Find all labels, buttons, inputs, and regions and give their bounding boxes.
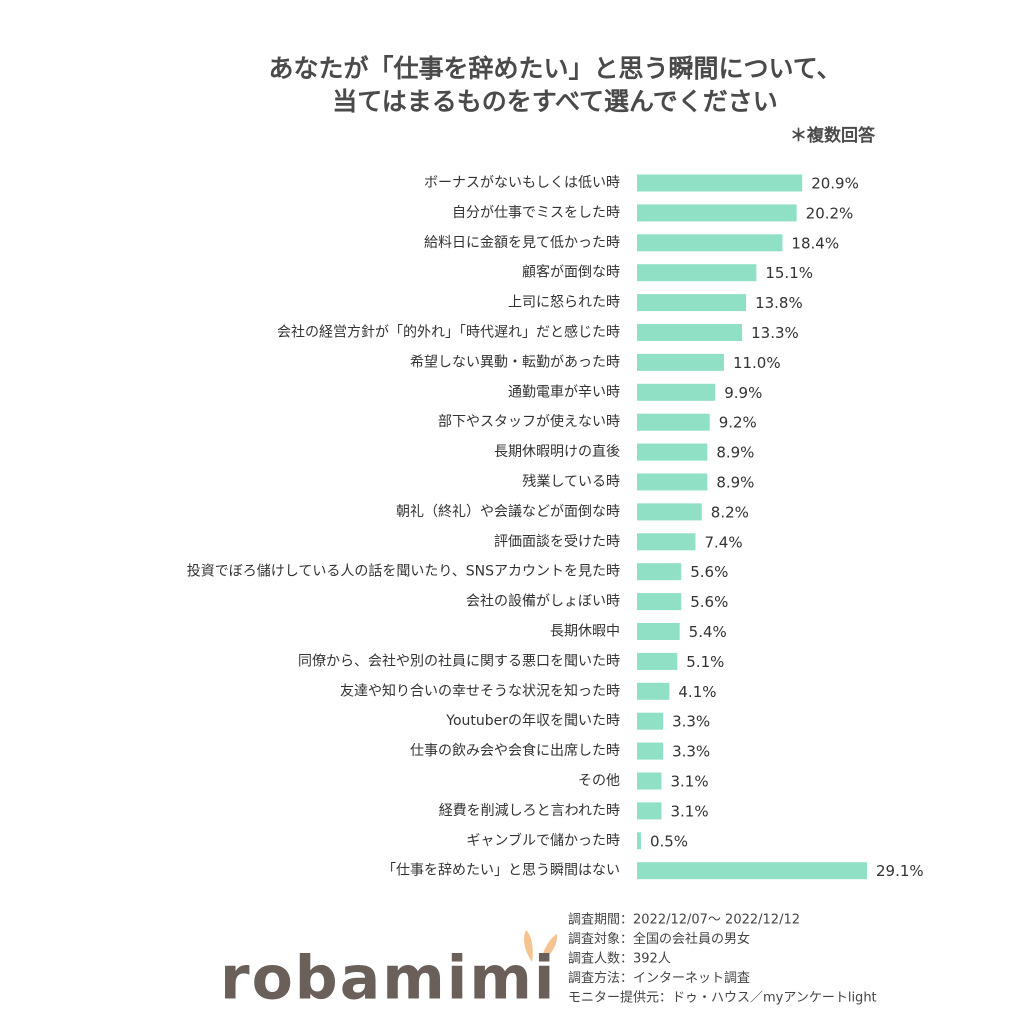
value-label: 9.9%	[724, 384, 762, 402]
value-label: 5.6%	[690, 593, 728, 611]
category-label: 評価面談を受けた時	[494, 534, 620, 550]
value-label: 8.2%	[711, 503, 749, 521]
value-label: 13.8%	[755, 294, 803, 312]
value-label: 3.3%	[672, 713, 710, 731]
value-label: 5.6%	[690, 563, 728, 581]
bar	[637, 443, 708, 461]
bar	[637, 652, 678, 670]
bar	[637, 623, 680, 640]
bar	[637, 324, 743, 341]
category-label: 自分が仕事でミスをした時	[452, 205, 620, 221]
chart-title: 当てはまるものをすべて選んでください	[332, 87, 778, 116]
category-label: 給料日に金額を見て低かった時	[424, 235, 620, 251]
value-label: 3.1%	[671, 773, 709, 791]
value-label: 13.3%	[751, 324, 799, 342]
footer-note: 調査期間：2022/12/07～ 2022/12/12	[568, 913, 800, 928]
value-label: 8.9%	[716, 444, 754, 462]
category-label: 会社の経営方針が「的外れ」「時代遅れ」だと感じた時	[277, 324, 620, 341]
bar	[637, 234, 783, 252]
category-label: Youtuberの年収を聞いた時	[445, 713, 620, 729]
footer-note: 調査対象：全国の会社員の男女	[568, 931, 750, 947]
category-label: 残業している時	[522, 474, 620, 490]
bar	[637, 473, 708, 491]
value-label: 5.4%	[689, 623, 727, 641]
bar	[637, 383, 716, 401]
logo: robamimi	[220, 930, 558, 1014]
bar	[637, 353, 724, 371]
value-label: 0.5%	[650, 832, 688, 850]
bar	[637, 533, 696, 551]
logo-ear	[524, 930, 533, 962]
bar	[637, 832, 641, 850]
category-label: 通勤電車が辛い時	[508, 383, 620, 400]
value-label: 7.4%	[704, 533, 742, 551]
bar	[637, 294, 747, 312]
bar	[637, 712, 664, 730]
value-label: 15.1%	[765, 264, 813, 282]
value-label: 20.2%	[806, 204, 854, 222]
value-label: 9.2%	[719, 414, 757, 432]
value-label: 20.9%	[811, 175, 859, 193]
category-label: 同僚から、会社や別の社員に関する悪口を聞いた時	[298, 653, 620, 669]
logo-text: robamimi	[220, 944, 556, 1014]
chart-title: あなたが「仕事を辞めたい」と思う瞬間について、	[268, 54, 841, 83]
category-label: 長期休暇中	[550, 624, 620, 640]
value-label: 8.9%	[716, 474, 754, 492]
category-label: ギャンブルで儲かった時	[466, 832, 620, 849]
bar	[637, 204, 797, 222]
footer-note: モニター提供元：ドゥ・ハウス／myアンケートlight	[568, 990, 877, 1006]
chart-subtitle: ＊複数回答	[790, 125, 876, 146]
bar	[637, 742, 664, 760]
category-label: 部下やスタッフが使えない時	[438, 413, 620, 430]
category-label: 「仕事を辞めたい」と思う瞬間はない	[382, 863, 620, 879]
bar	[637, 593, 682, 611]
bar	[637, 413, 710, 431]
value-label: 3.1%	[671, 802, 709, 820]
category-label: 会社の設備がしょぼい時	[466, 594, 620, 610]
value-label: 5.1%	[686, 653, 724, 671]
value-label: 3.3%	[672, 743, 710, 761]
bar	[637, 802, 662, 820]
category-label: 希望しない異動・転勤があった時	[410, 354, 620, 370]
category-label: 朝礼（終礼）や会議などが面倒な時	[396, 503, 620, 520]
category-label: 友達や知り合いの幸せそうな状況を知った時	[340, 682, 620, 699]
category-label: ボーナスがないもしくは低い時	[424, 175, 620, 191]
bar	[637, 264, 757, 282]
bar	[637, 563, 682, 581]
category-label: その他	[578, 773, 620, 789]
bar	[637, 174, 803, 192]
bar	[637, 772, 662, 790]
category-label: 長期休暇明けの直後	[494, 443, 620, 460]
footer-note: 調査方法：インターネット調査	[568, 970, 750, 986]
value-label: 29.1%	[876, 862, 924, 880]
logo-ear	[540, 934, 558, 962]
category-label: 経費を削減しろと言われた時	[439, 802, 620, 819]
category-label: 仕事の飲み会や会食に出席した時	[410, 742, 620, 759]
bar	[637, 503, 702, 521]
value-label: 11.0%	[733, 354, 781, 372]
footer-note: 調査人数：392人	[568, 952, 671, 967]
category-label: 投資でぼろ儲けしている人の話を聞いたり、SNSアカウントを見た時	[187, 563, 620, 580]
bar	[637, 862, 867, 880]
category-label: 顧客が面倒な時	[522, 264, 620, 281]
value-label: 4.1%	[678, 683, 716, 701]
bar	[637, 682, 670, 700]
value-label: 18.4%	[791, 234, 839, 252]
category-label: 上司に怒られた時	[508, 295, 620, 311]
